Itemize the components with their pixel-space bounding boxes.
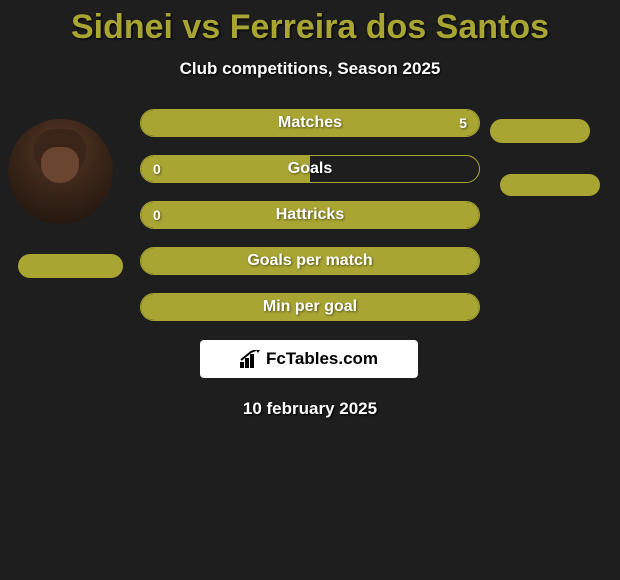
chart-icon: [240, 350, 262, 368]
date-text: 10 february 2025: [0, 399, 620, 419]
player-right-name-pill-2: [500, 174, 600, 196]
stat-label: Min per goal: [141, 298, 479, 316]
stat-bar-goals-per-match: Goals per match: [140, 247, 480, 275]
subtitle: Club competitions, Season 2025: [0, 59, 620, 79]
player-left-avatar: [8, 119, 113, 224]
player-right-name-pill-1: [490, 119, 590, 143]
stat-label: Goals per match: [141, 252, 479, 270]
stat-bar-min-per-goal: Min per goal: [140, 293, 480, 321]
logo-text: FcTables.com: [266, 349, 378, 369]
stat-value-right: 5: [459, 115, 467, 131]
stat-bars-container: Matches 5 Goals 0 Hattricks 0 Goals per …: [140, 109, 480, 339]
page-title: Sidnei vs Ferreira dos Santos: [0, 0, 620, 47]
stat-bar-matches: Matches 5: [140, 109, 480, 137]
stat-label: Matches: [141, 114, 479, 132]
stat-label: Hattricks: [141, 206, 479, 224]
stat-bar-goals: Goals 0: [140, 155, 480, 183]
stat-value-left: 0: [153, 207, 161, 223]
fctables-logo[interactable]: FcTables.com: [200, 340, 418, 378]
player-left-name-pill: [18, 254, 123, 278]
stat-bar-hattricks: Hattricks 0: [140, 201, 480, 229]
stat-value-left: 0: [153, 161, 161, 177]
stat-label: Goals: [141, 160, 479, 178]
